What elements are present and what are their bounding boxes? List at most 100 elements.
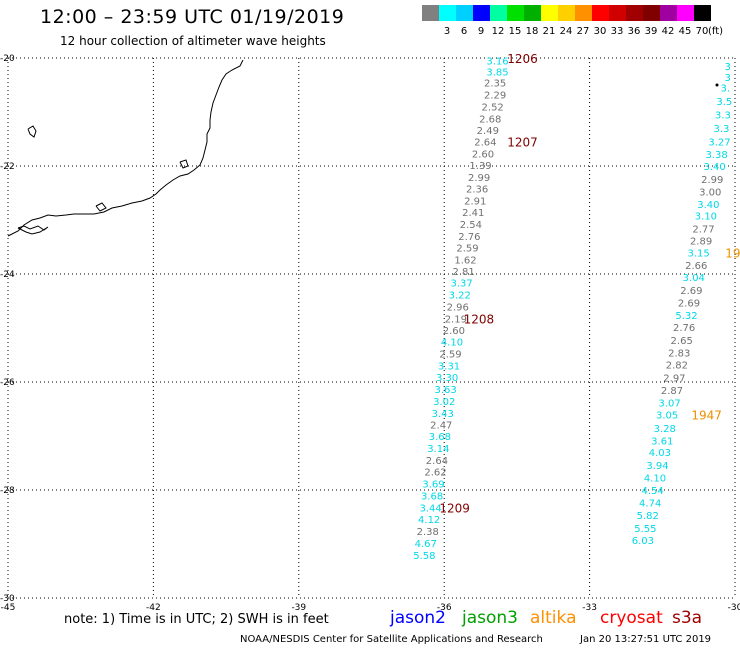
lat-tick-label: -28 — [0, 486, 15, 496]
legend-label: 36 — [627, 26, 641, 37]
coastline-detail-2 — [95, 202, 107, 212]
wave-height-value: 3.00 — [699, 187, 721, 198]
legend-swatch — [524, 5, 541, 21]
legend-label: 15 — [508, 26, 522, 37]
track-time-label: 1947 — [691, 408, 722, 422]
map-title: 12:00 – 23:59 UTC 01/19/2019 — [40, 6, 345, 28]
wave-height-value: 1.39 — [469, 161, 491, 172]
satellite-label: jason2 — [390, 608, 446, 628]
coastline-detail-1 — [17, 225, 49, 235]
wave-height-value: 5.32 — [675, 311, 697, 322]
wave-height-value: 3.94 — [646, 461, 668, 472]
wave-height-value: 3.3 — [715, 111, 731, 122]
lat-tick-label: -20 — [0, 54, 15, 64]
wave-height-value: 2.89 — [690, 237, 712, 248]
track-time-label: 19 — [725, 246, 740, 260]
wave-height-value: 3.63 — [435, 385, 457, 396]
track-time-label: 1208 — [464, 312, 495, 326]
wave-height-value: 2.35 — [484, 78, 506, 89]
wave-height-value: 3.02 — [433, 397, 455, 408]
satellite-label: s3a — [672, 608, 703, 628]
legend-label: 27 — [576, 26, 590, 37]
wave-height-value: 2.19 — [445, 314, 467, 325]
island — [27, 125, 37, 138]
wave-height-value: 3.10 — [695, 212, 717, 223]
coastline-detail-3 — [179, 159, 189, 169]
legend-swatch — [541, 5, 558, 21]
wave-height-value: 2.54 — [460, 220, 482, 231]
wave-height-value: 4.67 — [415, 539, 437, 550]
map-subtitle: 12 hour collection of altimeter wave hei… — [60, 34, 326, 48]
legend-label: 12 — [491, 26, 505, 37]
legend-label: 42 — [661, 26, 675, 37]
wave-height-value: 2.62 — [424, 468, 446, 479]
wave-height-value: 3.5 — [716, 97, 732, 108]
legend-swatch — [575, 5, 592, 21]
wave-height-value: 2.68 — [479, 114, 501, 125]
lat-tick-label: -30 — [0, 594, 15, 604]
coastline — [7, 59, 719, 237]
wave-height-value: 3.38 — [705, 150, 727, 161]
wave-height-value: 2.76 — [673, 323, 695, 334]
wave-height-value: 2.52 — [482, 103, 504, 114]
wave-height-value: 3. — [721, 84, 731, 95]
lon-tick-label: -30 — [728, 603, 740, 613]
legend-swatch — [439, 5, 456, 21]
track-time-labels: 1206 1207 1208 1209 1947 19 — [439, 52, 740, 515]
wave-height-value: 2.36 — [466, 185, 488, 196]
wave-height-value: 3 — [725, 73, 731, 84]
satellite-label: cryosat — [600, 608, 663, 628]
wave-height-value: 2.47 — [430, 421, 452, 432]
wave-height-value: 3.05 — [656, 410, 678, 421]
wave-height-value: 2.29 — [484, 91, 506, 102]
wave-height-value: 3.04 — [683, 273, 705, 284]
wave-height-value: 3.61 — [651, 436, 673, 447]
wave-height-value: 6.03 — [632, 536, 654, 547]
axis-ticks: -45 -42 -39 -36 -33 -30 -20 -22 -24 -26 -28 -30 — [0, 54, 740, 613]
lon-tick-label: -45 — [1, 603, 16, 613]
wave-height-value: 2.38 — [417, 527, 439, 538]
wave-height-value: 2.96 — [447, 302, 469, 313]
wave-height-value: 2.60 — [443, 326, 465, 337]
wave-height-value: 2.99 — [468, 173, 490, 184]
wave-height-value: 4.10 — [644, 474, 666, 485]
wave-height-value: 2.82 — [666, 361, 688, 372]
legend-label: 30 — [593, 26, 607, 37]
track-time-label: 1209 — [439, 501, 470, 515]
legend-swatch — [490, 5, 507, 21]
legend-label: 45 — [678, 26, 692, 37]
wave-height-value: 2.69 — [680, 286, 702, 297]
footnote: note: 1) Time is in UTC; 2) SWH is in fe… — [64, 612, 329, 627]
lat-tick-label: -22 — [0, 162, 15, 172]
wave-height-value: 3.68 — [421, 491, 443, 502]
wave-height-value: 3.68 — [429, 432, 451, 443]
wave-height-value: 5.82 — [637, 511, 659, 522]
legend-label: 24 — [559, 26, 573, 37]
legend-swatch — [626, 5, 643, 21]
track-time-label: 1206 — [507, 52, 538, 66]
legend-swatch — [660, 5, 677, 21]
wave-height-value: 3.27 — [708, 138, 730, 149]
wave-height-value: 3.16 — [486, 57, 508, 68]
legend-label: 39 — [644, 26, 658, 37]
legend-label: 70 — [695, 26, 709, 37]
wave-height-value: 2.65 — [671, 336, 693, 347]
wave-height-value: 2.83 — [668, 348, 690, 359]
wave-height-value: 3.37 — [451, 279, 473, 290]
legend-label: 9 — [477, 26, 485, 37]
wave-height-value: 4.12 — [418, 515, 440, 526]
wave-height-value: 2.97 — [663, 374, 685, 385]
lon-tick-label: -33 — [582, 603, 597, 613]
wave-height-value: 4.54 — [641, 486, 663, 497]
wave-height-value: 5.58 — [413, 551, 435, 562]
legend-swatch — [592, 5, 609, 21]
wave-height-value: 3.85 — [486, 68, 508, 79]
wave-height-value: 4.03 — [649, 448, 671, 459]
satellite-label: jason3 — [462, 608, 518, 628]
generation-timestamp: Jan 20 13:27:51 UTC 2019 — [580, 634, 712, 645]
wave-height-value: 2.64 — [426, 456, 448, 467]
legend-unit: (ft) — [708, 26, 724, 37]
satellite-label: altika — [530, 608, 577, 628]
wave-height-value: 2.99 — [701, 175, 723, 186]
